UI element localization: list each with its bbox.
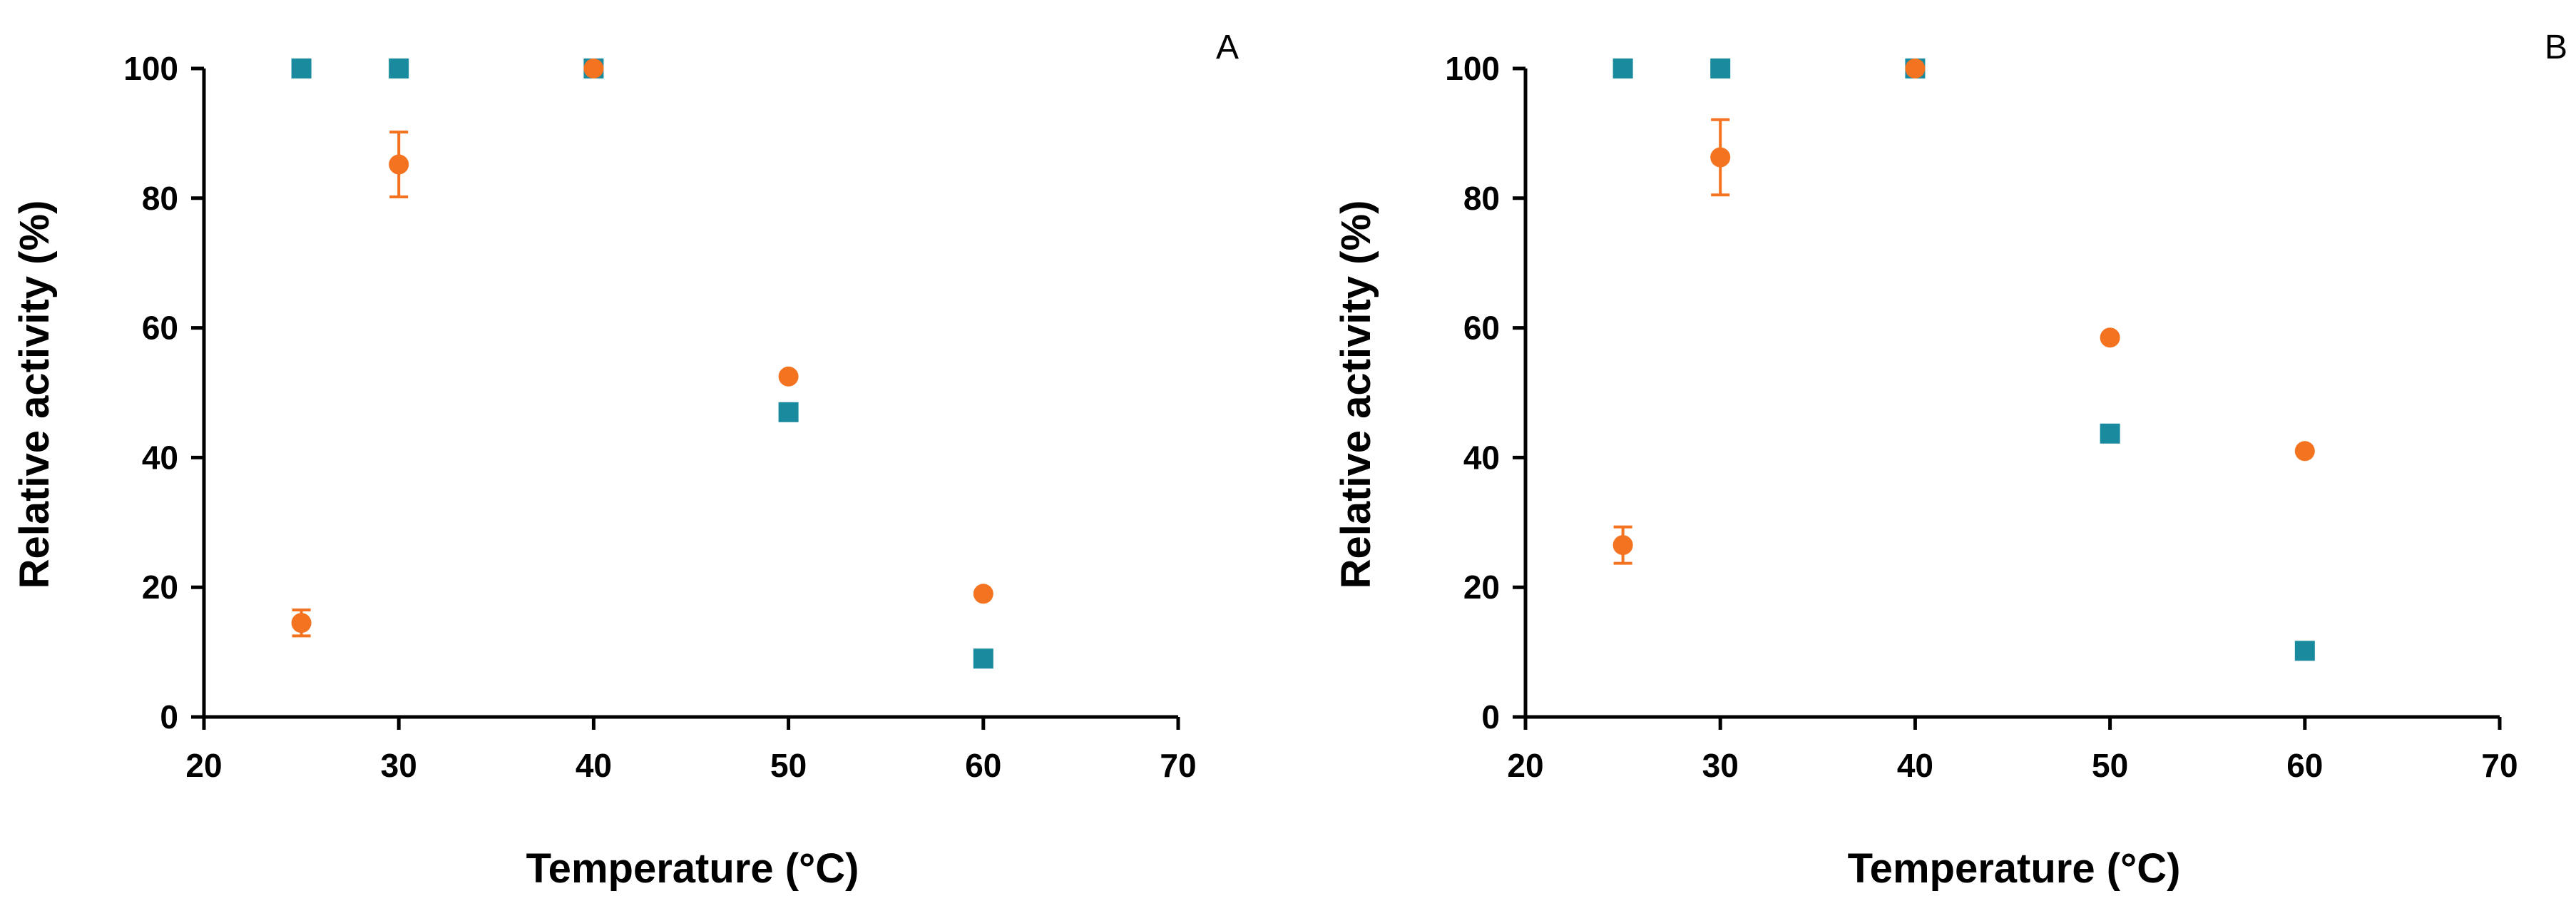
x-tick-label: 60 bbox=[2286, 747, 2323, 784]
y-tick-label: 40 bbox=[142, 439, 178, 476]
x-tick-label: 50 bbox=[770, 747, 807, 784]
data-point-circle bbox=[583, 58, 604, 78]
data-point-square bbox=[1612, 58, 1633, 78]
y-tick-label: 20 bbox=[1463, 569, 1500, 606]
data-point-square bbox=[2294, 641, 2315, 661]
panel-a-xlabel: Temperature (°C) bbox=[526, 845, 859, 892]
y-tick-label: 0 bbox=[160, 698, 178, 735]
y-tick-label: 60 bbox=[1463, 310, 1500, 347]
panel-b-letter: B bbox=[2545, 29, 2567, 66]
data-point-circle bbox=[2100, 327, 2120, 348]
x-tick-label: 70 bbox=[2481, 747, 2518, 784]
y-tick-label: 80 bbox=[1463, 180, 1500, 217]
y-tick-label: 0 bbox=[1481, 698, 1500, 735]
x-tick-label: 30 bbox=[381, 747, 417, 784]
x-tick-label: 30 bbox=[1702, 747, 1739, 784]
data-point-circle bbox=[778, 366, 799, 387]
panel-a-letter: A bbox=[1216, 29, 1239, 66]
x-tick-label: 20 bbox=[185, 747, 222, 784]
data-point-circle bbox=[1710, 147, 1731, 168]
data-point-square bbox=[778, 402, 799, 422]
data-point-circle bbox=[973, 584, 993, 604]
y-tick-label: 100 bbox=[123, 50, 178, 87]
x-tick-label: 40 bbox=[1897, 747, 1933, 784]
data-point-square bbox=[2100, 423, 2120, 444]
x-tick-label: 70 bbox=[1160, 747, 1196, 784]
data-point-circle bbox=[1905, 58, 1926, 78]
y-tick-label: 60 bbox=[142, 310, 178, 347]
x-tick-label: 40 bbox=[576, 747, 612, 784]
data-point-square bbox=[973, 648, 993, 669]
data-point-square bbox=[389, 58, 409, 78]
data-point-circle bbox=[389, 154, 409, 175]
y-tick-label: 100 bbox=[1445, 50, 1500, 87]
panel-b-ylabel: Relative activity (%) bbox=[1333, 200, 1379, 589]
panel-a-ylabel: Relative activity (%) bbox=[11, 200, 58, 589]
panel-b-xlabel: Temperature (°C) bbox=[1848, 845, 2181, 892]
x-tick-label: 20 bbox=[1507, 747, 1543, 784]
data-point-square bbox=[1710, 58, 1731, 78]
data-point-circle bbox=[291, 613, 312, 633]
x-tick-label: 50 bbox=[2092, 747, 2128, 784]
x-tick-label: 60 bbox=[965, 747, 1001, 784]
data-point-circle bbox=[1612, 535, 1633, 556]
y-tick-label: 80 bbox=[142, 180, 178, 217]
data-point-square bbox=[291, 58, 312, 78]
data-point-circle bbox=[2294, 441, 2315, 462]
y-tick-label: 20 bbox=[142, 569, 178, 606]
y-tick-label: 40 bbox=[1463, 439, 1500, 476]
